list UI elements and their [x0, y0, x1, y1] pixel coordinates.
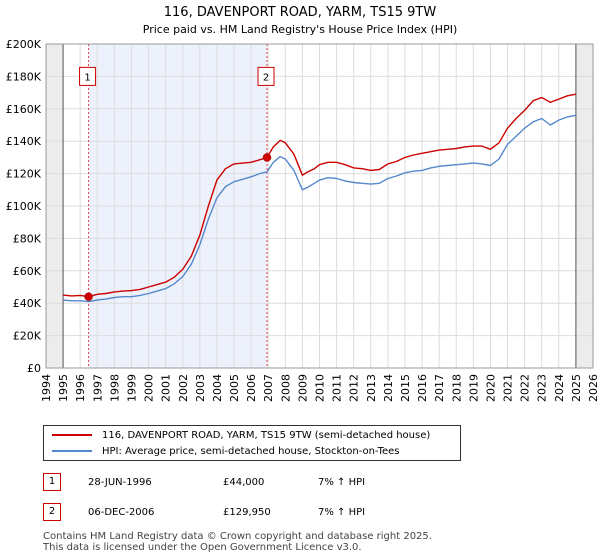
y-tick-label: £140K [6, 135, 42, 148]
y-tick-label: £180K [6, 70, 42, 83]
x-tick-label: 2020 [484, 374, 497, 402]
y-tick-label: £20K [13, 330, 42, 343]
x-tick-label: 1999 [125, 374, 138, 402]
x-tick-label: 1996 [74, 374, 87, 402]
transaction-date: 28-JUN-1996 [88, 477, 152, 488]
footer-line-1: Contains HM Land Registry data © Crown c… [43, 531, 432, 542]
x-tick-label: 2018 [450, 374, 463, 402]
x-tick-label: 2015 [399, 374, 412, 402]
x-tick-label: 2026 [587, 374, 600, 402]
price-chart: 116, DAVENPORT ROAD, YARM, TS15 9TW Price… [6, 5, 600, 402]
y-tick-label: £60K [13, 265, 42, 278]
transaction-price: £44,000 [223, 477, 265, 488]
x-tick-label: 2011 [331, 374, 344, 402]
x-tick-label: 1995 [57, 374, 70, 402]
chart-svg: 116, DAVENPORT ROAD, YARM, TS15 9TW Price… [6, 5, 600, 402]
y-tick-label: £200K [6, 38, 42, 51]
x-tick-label: 2013 [365, 374, 378, 402]
x-tick-label: 2008 [279, 374, 292, 402]
transaction-price: £129,950 [223, 507, 271, 518]
x-tick-label: 2012 [348, 374, 361, 402]
x-tick-label: 2023 [536, 374, 549, 402]
x-tick-label: 2019 [467, 374, 480, 402]
x-tick-label: 2021 [502, 374, 515, 402]
x-tick-label: 2001 [160, 374, 173, 402]
x-tick-label: 1998 [108, 374, 121, 402]
x-tick-label: 2022 [519, 374, 532, 402]
x-tick-label: 2016 [416, 374, 429, 402]
footer-line-2: This data is licensed under the Open Gov… [43, 542, 362, 553]
y-tick-label: £0 [27, 362, 41, 375]
x-tick-label: 2003 [194, 374, 207, 402]
legend-item-property: 116, DAVENPORT ROAD, YARM, TS15 9TW (sem… [52, 428, 430, 444]
legend-swatch-blue [52, 450, 92, 452]
x-tick-label: 2004 [211, 374, 224, 402]
y-tick-label: £80K [13, 232, 42, 245]
y-tick-label: £120K [6, 168, 42, 181]
transaction-number: 1 [43, 473, 61, 491]
y-tick-label: £40K [13, 297, 42, 310]
series-line-hpi [63, 114, 577, 303]
transaction-marker-box [257, 66, 275, 86]
transaction-marker-label: 1 [84, 72, 90, 83]
transaction-point [262, 153, 272, 162]
x-tick-label: 1994 [40, 374, 53, 402]
legend-label-property: 116, DAVENPORT ROAD, YARM, TS15 9TW (sem… [102, 430, 431, 441]
transaction-number: 2 [43, 503, 61, 521]
chart-title: 116, DAVENPORT ROAD, YARM, TS15 9TW [164, 5, 437, 20]
legend-label-hpi: HPI: Average price, semi-detached house,… [102, 446, 400, 457]
transaction-hpi: 7% ↑ HPI [318, 507, 366, 518]
transaction-point [84, 292, 93, 301]
footer-attribution: Contains HM Land Registry data © Crown c… [43, 531, 432, 553]
x-tick-label: 2005 [228, 374, 241, 402]
chart-subtitle: Price paid vs. HM Land Registry's House … [143, 23, 458, 36]
chart-legend: 116, DAVENPORT ROAD, YARM, TS15 9TW (sem… [43, 425, 461, 461]
x-tick-label: 2010 [314, 374, 327, 402]
transaction-date: 06-DEC-2006 [88, 507, 155, 518]
x-tick-label: 2017 [433, 374, 446, 402]
legend-item-hpi: HPI: Average price, semi-detached house,… [52, 444, 400, 460]
series-line-property [63, 93, 577, 298]
y-tick-label: £100K [6, 200, 42, 213]
transaction-hpi: 7% ↑ HPI [318, 477, 366, 488]
x-tick-label: 2006 [245, 374, 258, 402]
legend-swatch-red [52, 434, 92, 436]
transaction-marker-box [79, 66, 97, 86]
x-tick-label: 2000 [143, 374, 156, 402]
x-tick-label: 2009 [296, 374, 309, 402]
x-tick-label: 2014 [382, 374, 395, 402]
transaction-marker-label: 2 [263, 72, 269, 83]
y-tick-label: £160K [6, 103, 42, 116]
x-tick-label: 2002 [177, 374, 190, 402]
x-tick-label: 2024 [553, 374, 566, 402]
x-tick-label: 2007 [262, 374, 275, 402]
plot-frame [45, 43, 594, 369]
x-tick-label: 1997 [91, 374, 104, 402]
x-tick-label: 2025 [570, 374, 583, 402]
